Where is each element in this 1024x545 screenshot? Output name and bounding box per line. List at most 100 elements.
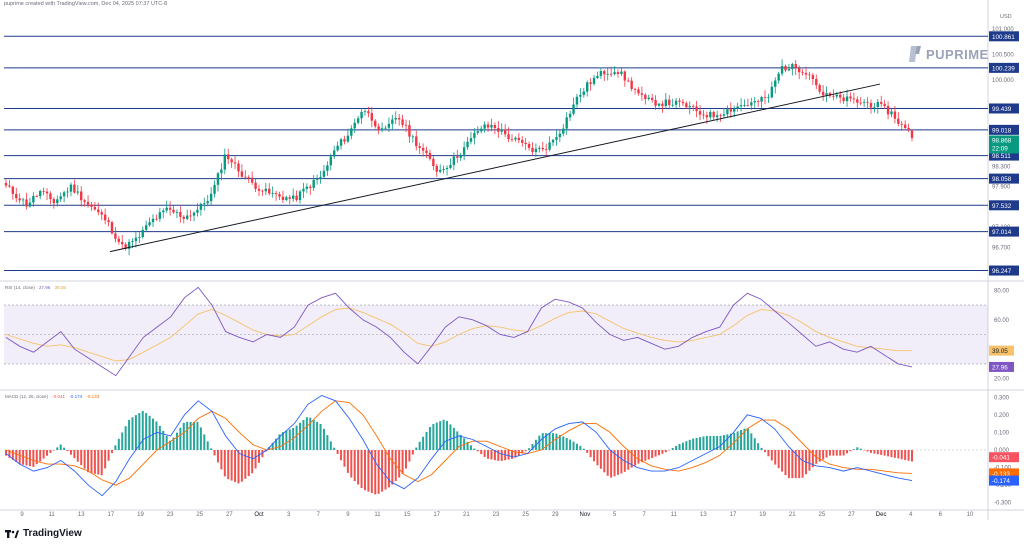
macd-histogram-bar bbox=[849, 450, 852, 452]
macd-histogram-bar bbox=[234, 450, 237, 482]
macd-histogram-bar bbox=[333, 447, 336, 450]
macd-tick-label: 0.100 bbox=[994, 430, 1010, 436]
macd-histogram-bar bbox=[524, 450, 527, 452]
macd-histogram-bar bbox=[196, 421, 199, 450]
level-price-box bbox=[989, 62, 1019, 73]
candle-body bbox=[613, 72, 616, 75]
candle-body bbox=[114, 233, 117, 239]
macd-histogram-bar bbox=[134, 415, 137, 450]
candle-body bbox=[473, 132, 476, 139]
time-tick-label: 21 bbox=[463, 512, 470, 518]
candle-body bbox=[69, 184, 73, 192]
candle-body bbox=[38, 190, 42, 197]
macd-histogram-bar bbox=[285, 430, 288, 450]
candle-body bbox=[565, 117, 568, 129]
candle-body bbox=[49, 193, 52, 200]
candle-body bbox=[678, 100, 681, 102]
candle-body bbox=[664, 99, 668, 107]
macd-histogram-bar bbox=[760, 447, 763, 450]
time-tick-label: 7 bbox=[642, 512, 646, 518]
macd-histogram-bar bbox=[572, 441, 575, 450]
candle-body bbox=[411, 136, 415, 138]
candle-body bbox=[777, 73, 780, 81]
candle-body bbox=[442, 169, 445, 170]
macd-histogram-bar bbox=[637, 450, 640, 464]
candle-body bbox=[835, 94, 838, 97]
candle-body bbox=[832, 95, 835, 97]
macd-histogram-bar bbox=[695, 437, 698, 450]
candle-body bbox=[162, 210, 165, 213]
signal-value-box bbox=[989, 468, 1019, 479]
time-tick-label: 23 bbox=[167, 512, 174, 518]
macd-histogram-bar bbox=[743, 428, 746, 450]
macd-histogram-bar bbox=[702, 436, 705, 450]
level-price-box bbox=[989, 200, 1019, 211]
level-price-label: 100.239 bbox=[992, 65, 1015, 72]
candle-body bbox=[21, 199, 25, 201]
candle-body bbox=[264, 188, 268, 192]
macd-histogram-bar bbox=[900, 450, 903, 460]
macd-histogram-bar bbox=[46, 450, 49, 456]
macd-tick-label: -0.300 bbox=[994, 501, 1012, 507]
candle-body bbox=[589, 82, 592, 84]
candle-body bbox=[497, 128, 500, 132]
candle-body bbox=[558, 133, 562, 138]
candle-body bbox=[158, 212, 162, 219]
time-tick-label: 25 bbox=[819, 512, 826, 518]
tradingview-logo[interactable]: TradingView bbox=[5, 528, 82, 539]
macd-histogram-bar bbox=[654, 450, 657, 457]
candle-body bbox=[480, 128, 483, 132]
macd-histogram-bar bbox=[322, 428, 325, 450]
candle-body bbox=[148, 222, 151, 226]
candle-body bbox=[668, 99, 671, 106]
candle-body bbox=[62, 192, 66, 197]
macd-histogram-bar bbox=[425, 431, 428, 450]
macd-histogram-bar bbox=[757, 443, 760, 450]
macd-histogram-bar bbox=[63, 447, 66, 450]
macd-histogram-bar bbox=[562, 436, 565, 450]
macd-histogram-bar bbox=[244, 450, 247, 479]
time-tick-label: 9 bbox=[20, 512, 24, 518]
candle-body bbox=[579, 94, 582, 97]
macd-histogram-bar bbox=[852, 449, 855, 450]
macd-histogram-bar bbox=[292, 427, 295, 450]
candle-body bbox=[28, 202, 32, 207]
macd-histogram-bar bbox=[11, 450, 14, 460]
macd-histogram-bar bbox=[213, 450, 216, 456]
rsi-tick-label: 80.00 bbox=[994, 288, 1010, 294]
brand-logo: PUPRIME bbox=[908, 44, 989, 64]
rsi-tick-label: 20.00 bbox=[994, 377, 1010, 383]
macd-histogram-bar bbox=[401, 450, 404, 475]
macd-histogram-bar bbox=[56, 447, 59, 450]
candle-body bbox=[750, 102, 753, 106]
rsi-value-label: 27.96 bbox=[992, 364, 1008, 371]
candle-body bbox=[107, 220, 110, 223]
macd-histogram-bar bbox=[39, 450, 42, 462]
candle-body bbox=[493, 124, 497, 129]
time-tick-label: 19 bbox=[137, 512, 144, 518]
macd-histogram-bar bbox=[469, 445, 472, 450]
macd-histogram-bar bbox=[798, 450, 801, 479]
macd-histogram-bar bbox=[510, 450, 513, 459]
candle-body bbox=[780, 66, 784, 74]
candle-body bbox=[353, 122, 356, 129]
macd-histogram-bar bbox=[124, 426, 127, 450]
macd-histogram-bar bbox=[634, 450, 637, 466]
candle-body bbox=[445, 167, 449, 170]
time-tick-label: 3 bbox=[287, 512, 291, 518]
candle-body bbox=[609, 73, 613, 75]
candle-body bbox=[633, 88, 637, 90]
candle-body bbox=[695, 106, 698, 112]
macd-histogram-bar bbox=[230, 450, 233, 481]
candle-body bbox=[268, 188, 271, 194]
macd-histogram-bar bbox=[165, 435, 168, 450]
macd-histogram-bar bbox=[83, 450, 86, 469]
candle-body bbox=[555, 137, 558, 140]
macd-histogram-bar bbox=[408, 450, 411, 462]
candle-body bbox=[110, 222, 114, 234]
macd-legend-label: MACD (12, 26, close) bbox=[5, 394, 49, 399]
macd-histogram-bar bbox=[353, 450, 356, 481]
candle-body bbox=[179, 212, 182, 217]
macd-histogram-bar bbox=[610, 450, 613, 478]
